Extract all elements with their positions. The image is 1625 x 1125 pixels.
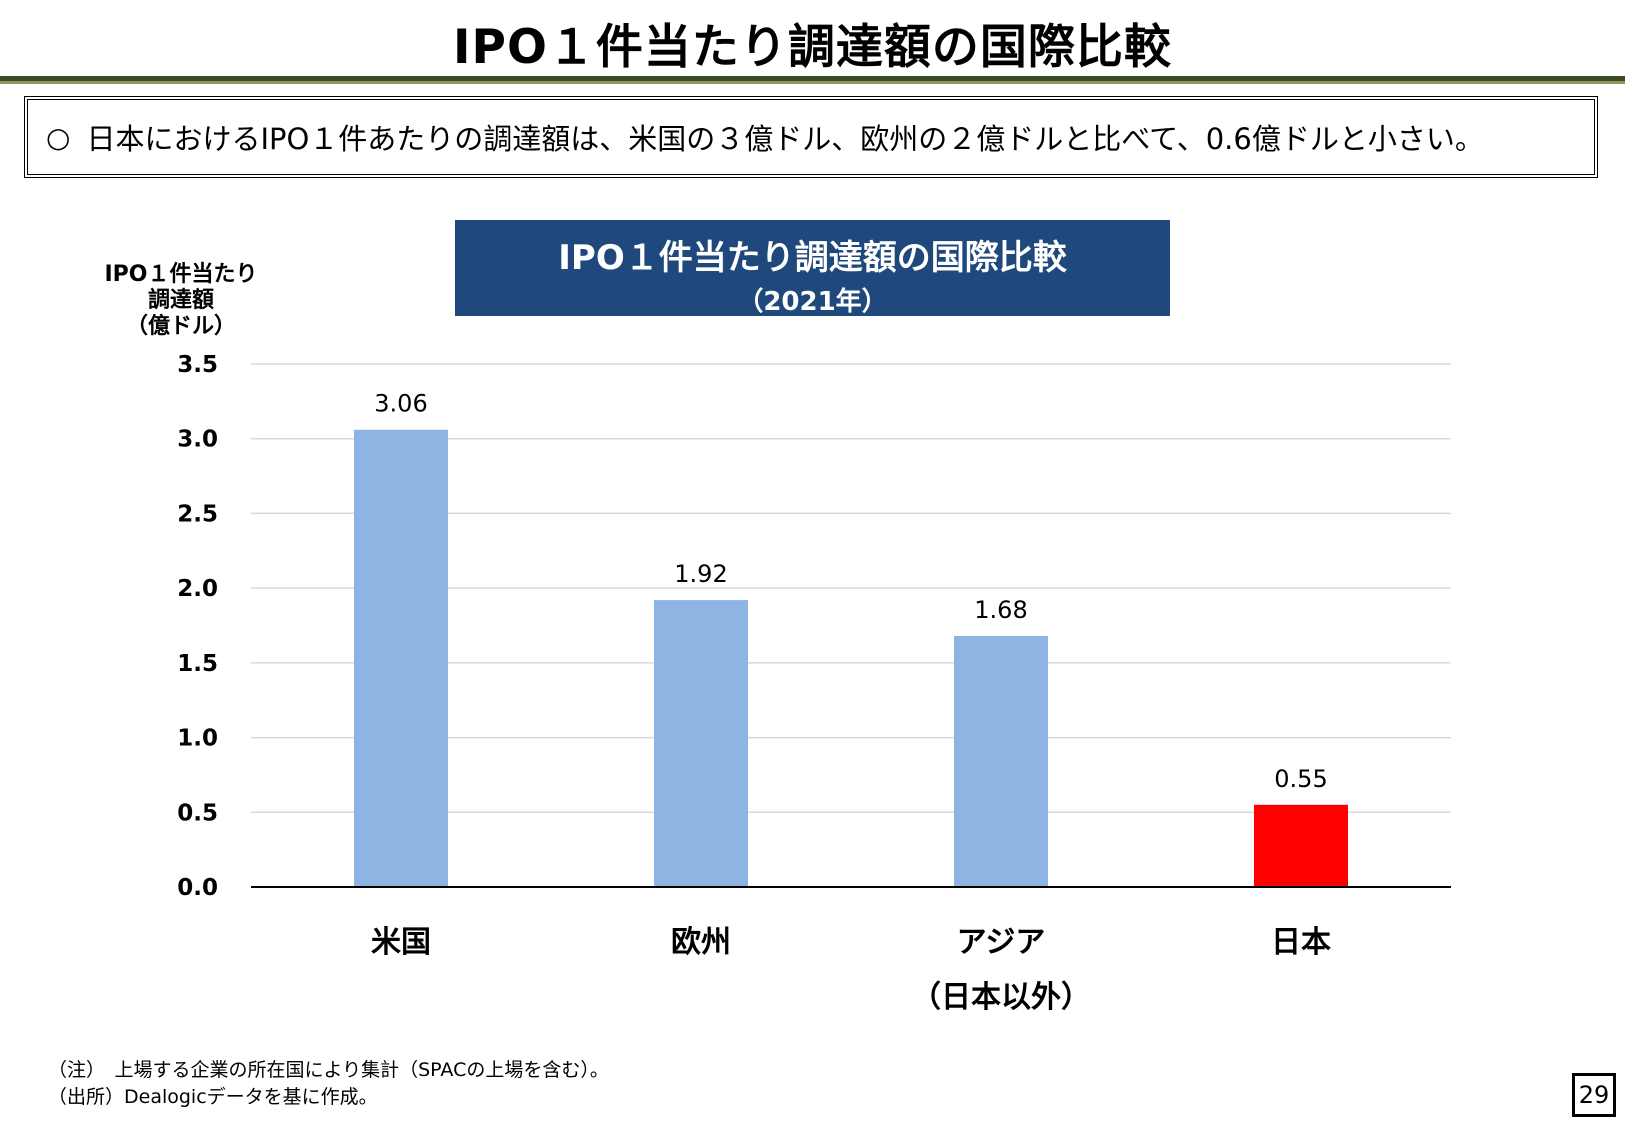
y-tick-label: 1.5 bbox=[177, 651, 218, 677]
y-axis-label-line: （億ドル） bbox=[125, 314, 236, 339]
page-title: IPO１件当たり調達額の国際比較 bbox=[453, 20, 1172, 75]
bar bbox=[954, 635, 1048, 887]
chart-subtitle: （2021年） bbox=[737, 287, 888, 317]
data-label: 3.06 bbox=[374, 390, 427, 418]
x-tick-label: （日本以外） bbox=[911, 980, 1091, 1015]
y-tick-label: 2.5 bbox=[177, 501, 218, 527]
y-tick-label: 0.5 bbox=[177, 800, 218, 826]
bar bbox=[654, 600, 748, 887]
chart-title-banner: IPO１件当たり調達額の国際比較 （2021年） bbox=[455, 220, 1170, 317]
footnote-source: （出所）Dealogicデータを基に作成。 bbox=[48, 1086, 378, 1108]
y-tick-label: 1.0 bbox=[177, 726, 218, 752]
bar bbox=[1254, 804, 1348, 887]
page-number: 29 bbox=[1572, 1073, 1616, 1117]
summary-box: ○ 日本におけるIPO１件あたりの調達額は、米国の３億ドル、欧州の２億ドルと比べ… bbox=[24, 96, 1598, 178]
chart-title: IPO１件当たり調達額の国際比較 bbox=[558, 238, 1067, 278]
data-label: 0.55 bbox=[1274, 765, 1327, 793]
y-tick-label: 3.0 bbox=[177, 427, 218, 453]
title-rule bbox=[0, 76, 1625, 81]
y-axis-label-line: 調達額 bbox=[147, 288, 214, 313]
y-axis-label: IPO１件当たり 調達額 （億ドル） bbox=[90, 262, 272, 340]
summary-bullet-icon: ○ bbox=[46, 120, 71, 154]
title-rule-accent bbox=[0, 81, 1625, 84]
bar bbox=[354, 429, 448, 887]
summary-text: 日本におけるIPO１件あたりの調達額は、米国の３億ドル、欧州の２億ドルと比べて、… bbox=[86, 122, 1484, 156]
y-tick-label: 3.5 bbox=[177, 352, 218, 378]
x-tick-label: 欧州 bbox=[671, 925, 731, 960]
data-label: 1.92 bbox=[674, 560, 727, 588]
y-tick-label: 0.0 bbox=[177, 875, 218, 901]
y-axis-label-line: IPO１件当たり bbox=[104, 262, 258, 287]
footnote-note: （注） 上場する企業の所在国により集計（SPACの上場を含む）。 bbox=[48, 1059, 609, 1081]
data-label: 1.68 bbox=[974, 596, 1027, 624]
x-tick-label: アジア bbox=[957, 925, 1046, 960]
y-tick-label: 2.0 bbox=[177, 576, 218, 602]
x-tick-label: 米国 bbox=[371, 925, 431, 960]
x-tick-label: 日本 bbox=[1271, 925, 1331, 960]
